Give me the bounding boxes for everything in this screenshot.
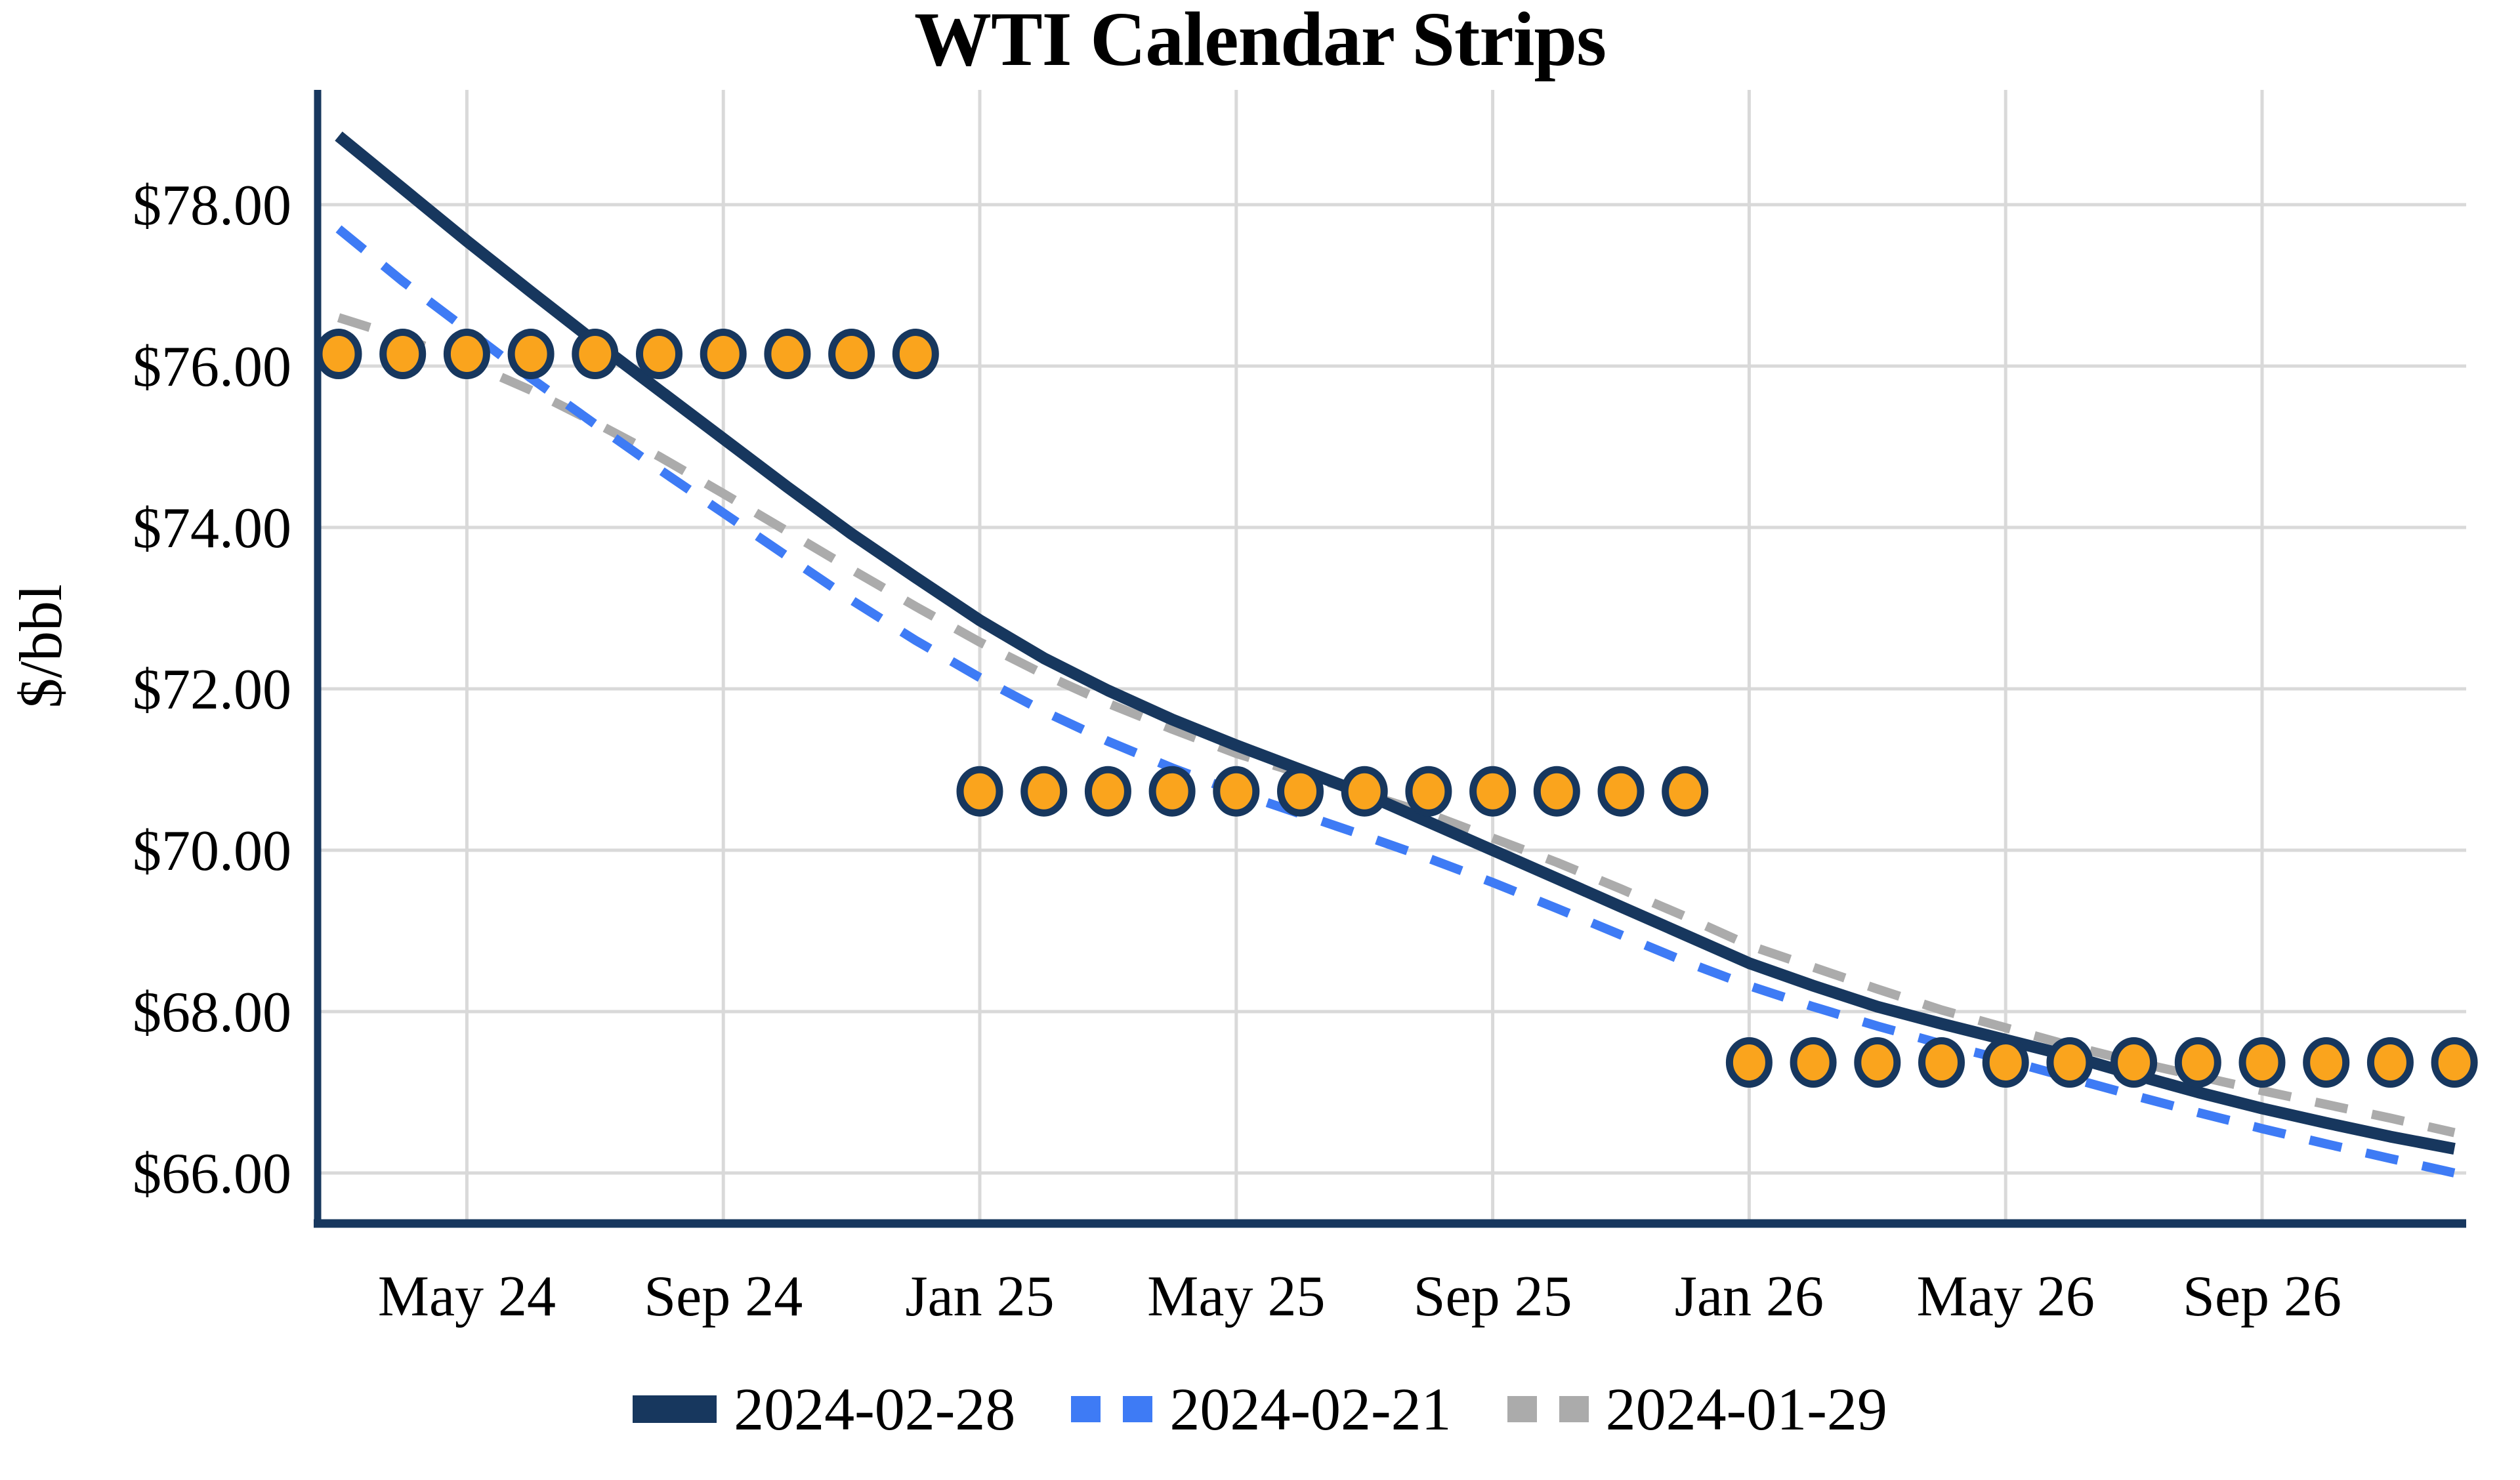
x-tick-label: Sep 24 <box>644 1265 803 1328</box>
strip-dot <box>1277 766 1324 817</box>
legend-label-series-1: 2024-02-28 <box>734 1376 1016 1443</box>
legend-label-series-2: 2024-02-21 <box>1169 1376 1452 1443</box>
strip-dot <box>1918 1037 1965 1088</box>
legend-label-series-3: 2024-01-29 <box>1605 1376 1887 1443</box>
strip-dot <box>1341 766 1388 817</box>
strip-dot <box>636 329 682 380</box>
legend-swatch-dashed-line-icon <box>1507 1396 1589 1422</box>
strip-dot <box>2238 1037 2286 1088</box>
strip-dot <box>2303 1037 2350 1088</box>
strip-dot <box>1405 766 1452 817</box>
strip-dot <box>892 329 939 380</box>
x-tick-label: May 25 <box>1147 1265 1325 1328</box>
x-tick-label: May 26 <box>1917 1265 2095 1328</box>
strip-dot <box>1725 1037 1773 1088</box>
y-tick-label: $78.00 <box>133 174 291 237</box>
strip-dot <box>443 329 490 380</box>
x-tick-label: Jan 26 <box>1675 1265 1824 1328</box>
strip-dot <box>1597 766 1645 817</box>
y-tick-label: $70.00 <box>133 819 291 883</box>
strip-dot <box>1662 766 1709 817</box>
strip-dot <box>956 766 1003 817</box>
strip-dot <box>379 329 427 380</box>
legend-item-series-2: 2024-02-21 <box>1071 1374 1452 1444</box>
strip-dot <box>2366 1037 2414 1088</box>
strip-dot <box>1084 766 1131 817</box>
strip-dot <box>1148 766 1196 817</box>
legend-swatch-dashed-line-icon <box>1071 1396 1153 1422</box>
y-tick-label: $72.00 <box>133 658 291 722</box>
strip-dot <box>507 329 555 380</box>
strip-dot <box>1982 1037 2029 1088</box>
strip-dot <box>700 329 747 380</box>
legend-swatch-solid-line-icon <box>633 1395 717 1423</box>
strip-dot <box>572 329 619 380</box>
series-line-2024-02-28 <box>335 131 2456 1155</box>
x-tick-label: Sep 26 <box>2183 1265 2342 1328</box>
y-tick-label: $76.00 <box>133 335 291 399</box>
strip-dot <box>1469 766 1517 817</box>
y-tick-label: $66.00 <box>133 1142 291 1206</box>
series-line-2024-02-21 <box>335 225 2456 1178</box>
x-tick-label: May 24 <box>378 1265 556 1328</box>
x-tick-label: Sep 25 <box>1414 1265 1572 1328</box>
strip-dot <box>828 329 875 380</box>
strip-dot <box>2431 1037 2478 1088</box>
y-axis-title: $/bbl <box>7 584 74 709</box>
y-tick-label: $68.00 <box>133 981 291 1044</box>
x-tick-label: Jan 25 <box>905 1265 1054 1328</box>
strip-dot <box>764 329 811 380</box>
strip-dot <box>1020 766 1068 817</box>
strip-dot <box>1533 766 1580 817</box>
strip-dot <box>2174 1037 2221 1088</box>
y-tick-label: $74.00 <box>133 497 291 560</box>
strip-dot <box>315 329 362 380</box>
strip-dot <box>1213 766 1260 817</box>
legend-item-series-3: 2024-01-29 <box>1507 1374 1887 1444</box>
strip-dot <box>1854 1037 1901 1088</box>
legend: 2024-02-28 2024-02-21 2024-01-29 <box>0 1374 2520 1444</box>
chart-title: WTI Calendar Strips <box>914 0 1606 82</box>
legend-item-series-1: 2024-02-28 <box>633 1374 1015 1444</box>
strip-dot <box>2110 1037 2158 1088</box>
strip-dot <box>2046 1037 2093 1088</box>
strip-dot <box>1790 1037 1837 1088</box>
